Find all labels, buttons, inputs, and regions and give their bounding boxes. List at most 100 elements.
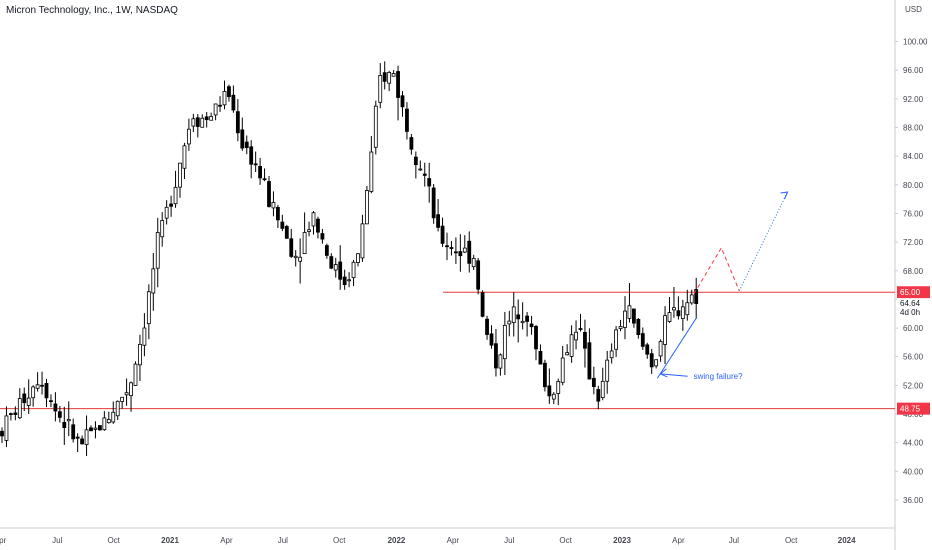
y-tick-label: 68.00 <box>903 267 924 276</box>
candle-body <box>649 353 654 368</box>
currency-label: USD <box>905 5 922 14</box>
candle-body <box>111 411 116 423</box>
candle-body <box>400 95 405 108</box>
y-tick-label: 36.00 <box>903 496 924 505</box>
y-tick-label: 76.00 <box>903 209 924 218</box>
annotation-arrow[interactable] <box>660 373 688 377</box>
candle-body <box>35 384 40 389</box>
candle-body <box>227 86 231 98</box>
candle-body <box>636 318 641 335</box>
candle-body <box>89 427 93 432</box>
candle-body <box>560 357 565 383</box>
candle-body <box>62 421 67 428</box>
candle-body <box>151 268 156 294</box>
candle-body <box>311 212 316 227</box>
candle-body <box>413 156 418 165</box>
x-tick-label: Jul <box>729 536 739 545</box>
candle-body <box>249 146 254 165</box>
candle-body <box>689 294 694 304</box>
x-tick-label: Oct <box>107 536 120 545</box>
annotation-arrowhead <box>659 368 668 378</box>
candle-body <box>209 116 214 121</box>
candle-body <box>427 178 432 187</box>
candle-body <box>382 72 387 82</box>
x-tick-label: Oct <box>559 536 572 545</box>
candle-body <box>543 362 547 388</box>
candle-body <box>195 117 200 127</box>
x-tick-label: 2024 <box>838 536 856 545</box>
candle-body <box>275 207 280 221</box>
candle-body <box>609 350 614 359</box>
price-badge-label: 64.64 <box>900 299 921 308</box>
annotation-label[interactable]: swing failure? <box>694 372 743 381</box>
candle-body <box>320 233 325 240</box>
candle-body <box>204 116 209 121</box>
candle-body <box>431 187 436 219</box>
trendline[interactable] <box>656 317 698 379</box>
candle-body <box>600 380 605 398</box>
candle-body <box>387 72 392 84</box>
candle-body <box>298 256 303 262</box>
candle-body <box>280 221 285 229</box>
candle-body <box>672 307 676 311</box>
candle-body <box>667 312 672 322</box>
candle-body <box>360 223 365 259</box>
candle-body <box>120 396 125 402</box>
x-tick-label: 2023 <box>613 536 631 545</box>
candle-body <box>551 393 556 400</box>
x-tick-label: Apr <box>0 536 7 545</box>
candle-body <box>449 247 454 249</box>
candle-body <box>369 151 374 192</box>
candle-body <box>307 229 311 232</box>
candle-body <box>200 117 205 128</box>
candle-body <box>133 363 138 386</box>
y-tick-label: 72.00 <box>903 238 924 247</box>
candle-body <box>569 334 574 357</box>
chart-title: Micron Technology, Inc., 1W, NASDAQ <box>6 5 178 16</box>
y-axis[interactable]: USD36.0040.0044.0048.0052.0056.0060.0064… <box>895 5 928 505</box>
x-tick-label: Apr <box>447 536 460 545</box>
candle-body <box>663 315 667 345</box>
x-tick-label: Jul <box>504 536 514 545</box>
candle-body <box>13 412 18 415</box>
candle-body <box>342 276 347 286</box>
candle-body <box>17 398 22 419</box>
candle-body <box>258 166 263 179</box>
candle-body <box>458 251 463 257</box>
x-axis[interactable]: Apr Jul Oct 2021 Apr Jul Oct 2022 Apr Jul Oct 2023 A… <box>0 536 856 545</box>
candle-body <box>338 261 343 280</box>
price-badge-bg <box>897 298 930 309</box>
candle-body <box>75 436 80 439</box>
x-tick-label: Oct <box>785 536 798 545</box>
projection-path-red[interactable] <box>693 246 740 294</box>
x-tick-label: Oct <box>333 536 346 545</box>
candle-body <box>333 264 338 271</box>
candle-body <box>284 226 289 239</box>
y-tick-label: 52.00 <box>903 381 924 390</box>
projection-arrowhead <box>780 191 789 200</box>
candle-body <box>53 403 58 412</box>
candle-body <box>302 232 307 254</box>
candle-body <box>378 75 383 103</box>
horizontal-levels[interactable] <box>0 291 895 410</box>
candle-body <box>80 438 84 445</box>
candle-body <box>289 238 294 257</box>
x-tick-label: Apr <box>220 536 233 545</box>
candle-body <box>173 186 178 205</box>
candle-body <box>525 315 529 322</box>
candle-body <box>596 389 601 402</box>
candle-body <box>364 190 369 225</box>
y-tick-label: 56.00 <box>903 353 924 362</box>
candle-body <box>578 328 583 330</box>
x-tick-label: 2022 <box>388 536 406 545</box>
candle-body <box>480 292 485 317</box>
candle-body <box>253 163 258 166</box>
candle-body <box>534 325 538 350</box>
candle-body <box>244 141 249 148</box>
drawings[interactable]: swing failure? <box>656 191 789 381</box>
projection-path-blue[interactable] <box>738 191 789 292</box>
candle-body <box>422 173 427 176</box>
candle-body <box>418 168 423 171</box>
y-tick-label: 92.00 <box>903 95 924 104</box>
